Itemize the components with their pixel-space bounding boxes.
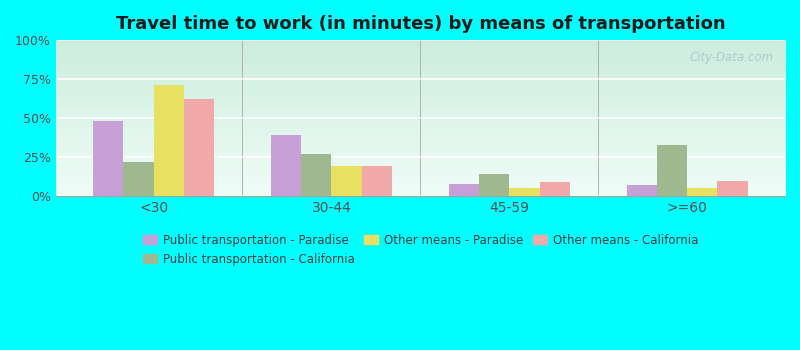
Bar: [626, 185, 657, 196]
Bar: [154, 85, 184, 196]
Bar: [184, 99, 214, 196]
Bar: [479, 174, 510, 196]
Bar: [539, 182, 570, 196]
Bar: [271, 135, 301, 196]
Bar: [301, 154, 331, 196]
Text: City-Data.com: City-Data.com: [690, 51, 774, 64]
Bar: [657, 145, 687, 196]
Bar: [510, 188, 539, 196]
Bar: [449, 184, 479, 196]
Bar: [362, 167, 392, 196]
Bar: [687, 188, 718, 196]
Bar: [718, 181, 748, 196]
Bar: [93, 121, 123, 196]
Bar: [123, 162, 154, 196]
Legend: Public transportation - Paradise, Public transportation - California, Other mean: Public transportation - Paradise, Public…: [139, 230, 702, 269]
Title: Travel time to work (in minutes) by means of transportation: Travel time to work (in minutes) by mean…: [115, 15, 725, 33]
Bar: [331, 167, 362, 196]
